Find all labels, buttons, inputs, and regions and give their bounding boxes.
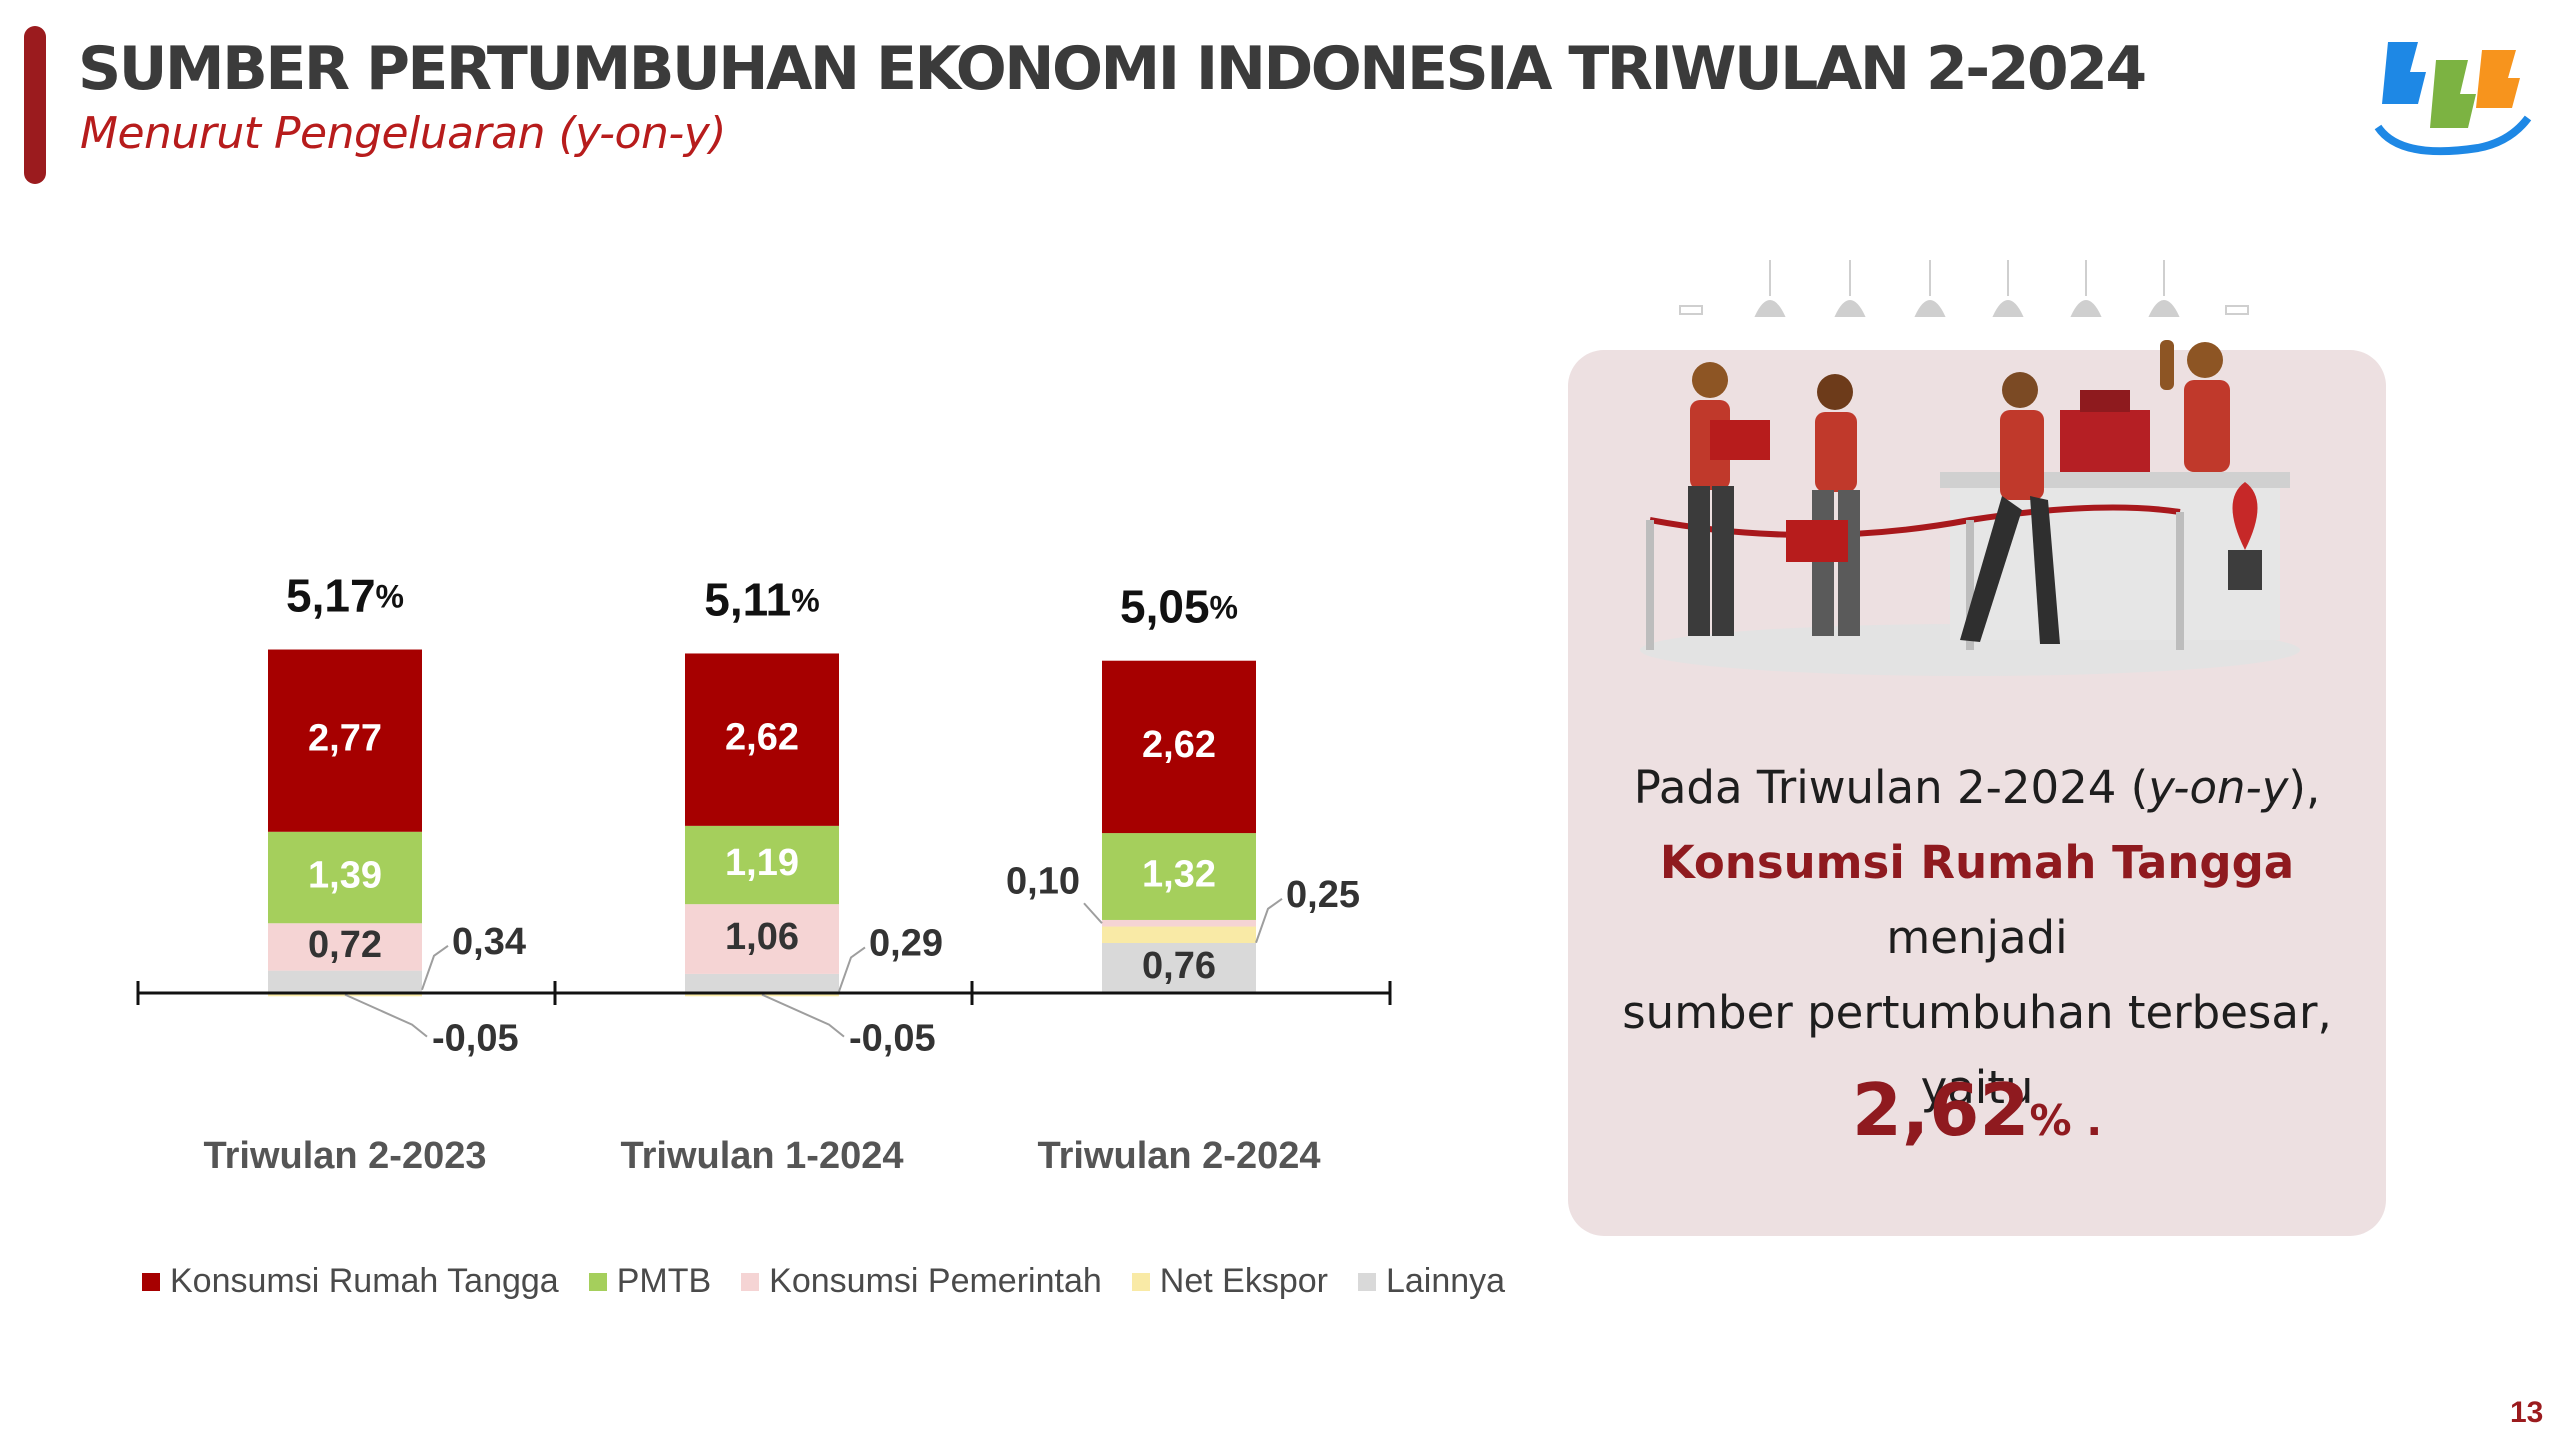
legend-swatch <box>588 1272 607 1291</box>
legend-label: Konsumsi Rumah Tangga <box>170 1262 559 1300</box>
shop-queue-illustration <box>1640 260 2300 676</box>
total-value: 5,05 <box>1120 581 1210 633</box>
bar-segment <box>685 825 839 905</box>
callout-line <box>344 993 428 1038</box>
total-value: 5,17 <box>286 570 376 622</box>
panel-line-1: Pada Triwulan 2-2024 (y-on-y), <box>1633 761 2321 814</box>
person-cashier <box>2160 340 2230 472</box>
bar-segment <box>268 649 422 832</box>
person-shopper-2 <box>1786 374 1860 636</box>
segment-label: 0,29 <box>869 922 943 964</box>
segment-label: 1,32 <box>1142 854 1216 896</box>
legend-item-net-ekspor: Net Ekspor <box>1131 1262 1328 1301</box>
legend-swatch <box>142 1272 160 1291</box>
bar-segment <box>1102 926 1256 943</box>
total-label: 5,17% <box>286 570 404 622</box>
segment-label: 0,76 <box>1142 945 1216 987</box>
highlight-value-suffix: . <box>2071 1096 2103 1145</box>
page-subtitle: Menurut Pengeluaran (y-on-y) <box>80 108 726 159</box>
total-unit: % <box>1210 590 1238 626</box>
x-tick-label: Triwulan 2-2024 <box>1037 1135 1320 1177</box>
total-unit: % <box>791 583 819 619</box>
panel-line-2: Konsumsi Rumah Tangga menjadi <box>1659 836 2295 964</box>
legend-item-lainnya: Lainnya <box>1357 1262 1506 1301</box>
segment-label: 0,25 <box>1286 874 1360 916</box>
panel-text: Pada Triwulan 2-2024 (y-on-y), Konsumsi … <box>1568 750 2386 1125</box>
legend-swatch <box>1357 1272 1376 1291</box>
highlight-konsumsi-rumah-tangga: Konsumsi Rumah Tangga <box>1659 836 2295 889</box>
callout-line <box>421 945 449 991</box>
total-label: 5,05% <box>1120 581 1238 633</box>
bps-logo-icon <box>2374 42 2532 156</box>
callout-line <box>761 993 845 1038</box>
bar-segment <box>1102 942 1256 993</box>
legend-label: Net Ekspor <box>1159 1262 1328 1300</box>
chart-legend: Konsumsi Rumah Tangga PMTB Konsumsi Peme… <box>142 1262 1535 1301</box>
total-label: 5,11% <box>704 574 819 626</box>
x-tick-label: Triwulan 2-2023 <box>203 1135 486 1177</box>
highlight-value: 2,62% . <box>1568 1068 2386 1152</box>
bar-segment <box>1102 660 1256 834</box>
callout-line <box>1255 897 1283 944</box>
bar-segment <box>685 973 839 993</box>
bar-segment <box>268 970 422 993</box>
bar-segment <box>1102 919 1256 927</box>
legend-swatch <box>741 1272 760 1291</box>
bar-segment <box>685 653 839 826</box>
segment-label: -0,05 <box>849 1018 936 1060</box>
total-value: 5,11 <box>704 574 791 626</box>
bar-segment <box>1102 833 1256 920</box>
legend-label: Lainnya <box>1385 1262 1506 1300</box>
x-tick-label: Triwulan 1-2024 <box>620 1135 903 1177</box>
legend-swatch <box>1131 1272 1150 1291</box>
segment-label: 2,77 <box>308 718 382 760</box>
legend-label: PMTB <box>616 1262 712 1300</box>
person-shopper-3 <box>1960 372 2060 644</box>
callout-line <box>838 946 866 992</box>
segment-label: 1,06 <box>725 916 799 958</box>
segment-label: 2,62 <box>725 717 799 759</box>
page-number: 13 <box>2510 1396 2544 1429</box>
segment-label: 0,10 <box>1006 860 1080 902</box>
highlight-value-unit: % <box>2029 1096 2072 1145</box>
panel-line-3: sumber pertumbuhan terbesar, <box>1622 986 2332 1039</box>
stacked-bar-chart: 0,34 -0,05 0,72 1,39 2,77 5,17% Triwulan 2-202… <box>136 570 1392 1177</box>
callout-line <box>1083 902 1103 924</box>
bar-segment <box>685 904 839 974</box>
highlight-value-number: 2,62 <box>1851 1068 2030 1152</box>
panel-line-4: yaitu <box>1920 1061 2034 1114</box>
title-accent-bar <box>24 26 46 184</box>
segment-label: 0,72 <box>308 924 382 966</box>
total-unit: % <box>376 579 404 615</box>
legend-label: Konsumsi Pemerintah <box>769 1262 1102 1300</box>
rope-barrier <box>1649 504 2181 538</box>
legend-item-pmtb: PMTB <box>588 1262 712 1301</box>
bar-segment <box>268 923 422 971</box>
legend-item-konsumsi-pemerintah: Konsumsi Pemerintah <box>741 1262 1102 1301</box>
segment-label: -0,05 <box>432 1018 519 1060</box>
barrier-posts <box>1646 512 2184 650</box>
segment-label: 1,39 <box>308 855 382 897</box>
bar-segment <box>268 831 422 924</box>
segment-label: 1,19 <box>725 842 799 884</box>
segment-label: 2,62 <box>1142 724 1216 766</box>
ceiling-lamps <box>1679 260 2249 317</box>
legend-item-konsumsi-rumah-tangga: Konsumsi Rumah Tangga <box>142 1262 559 1301</box>
page-title: SUMBER PERTUMBUHAN EKONOMI INDONESIA TRI… <box>78 34 2147 104</box>
segment-label: 0,34 <box>452 921 526 963</box>
person-shopper-1 <box>1688 362 1770 636</box>
